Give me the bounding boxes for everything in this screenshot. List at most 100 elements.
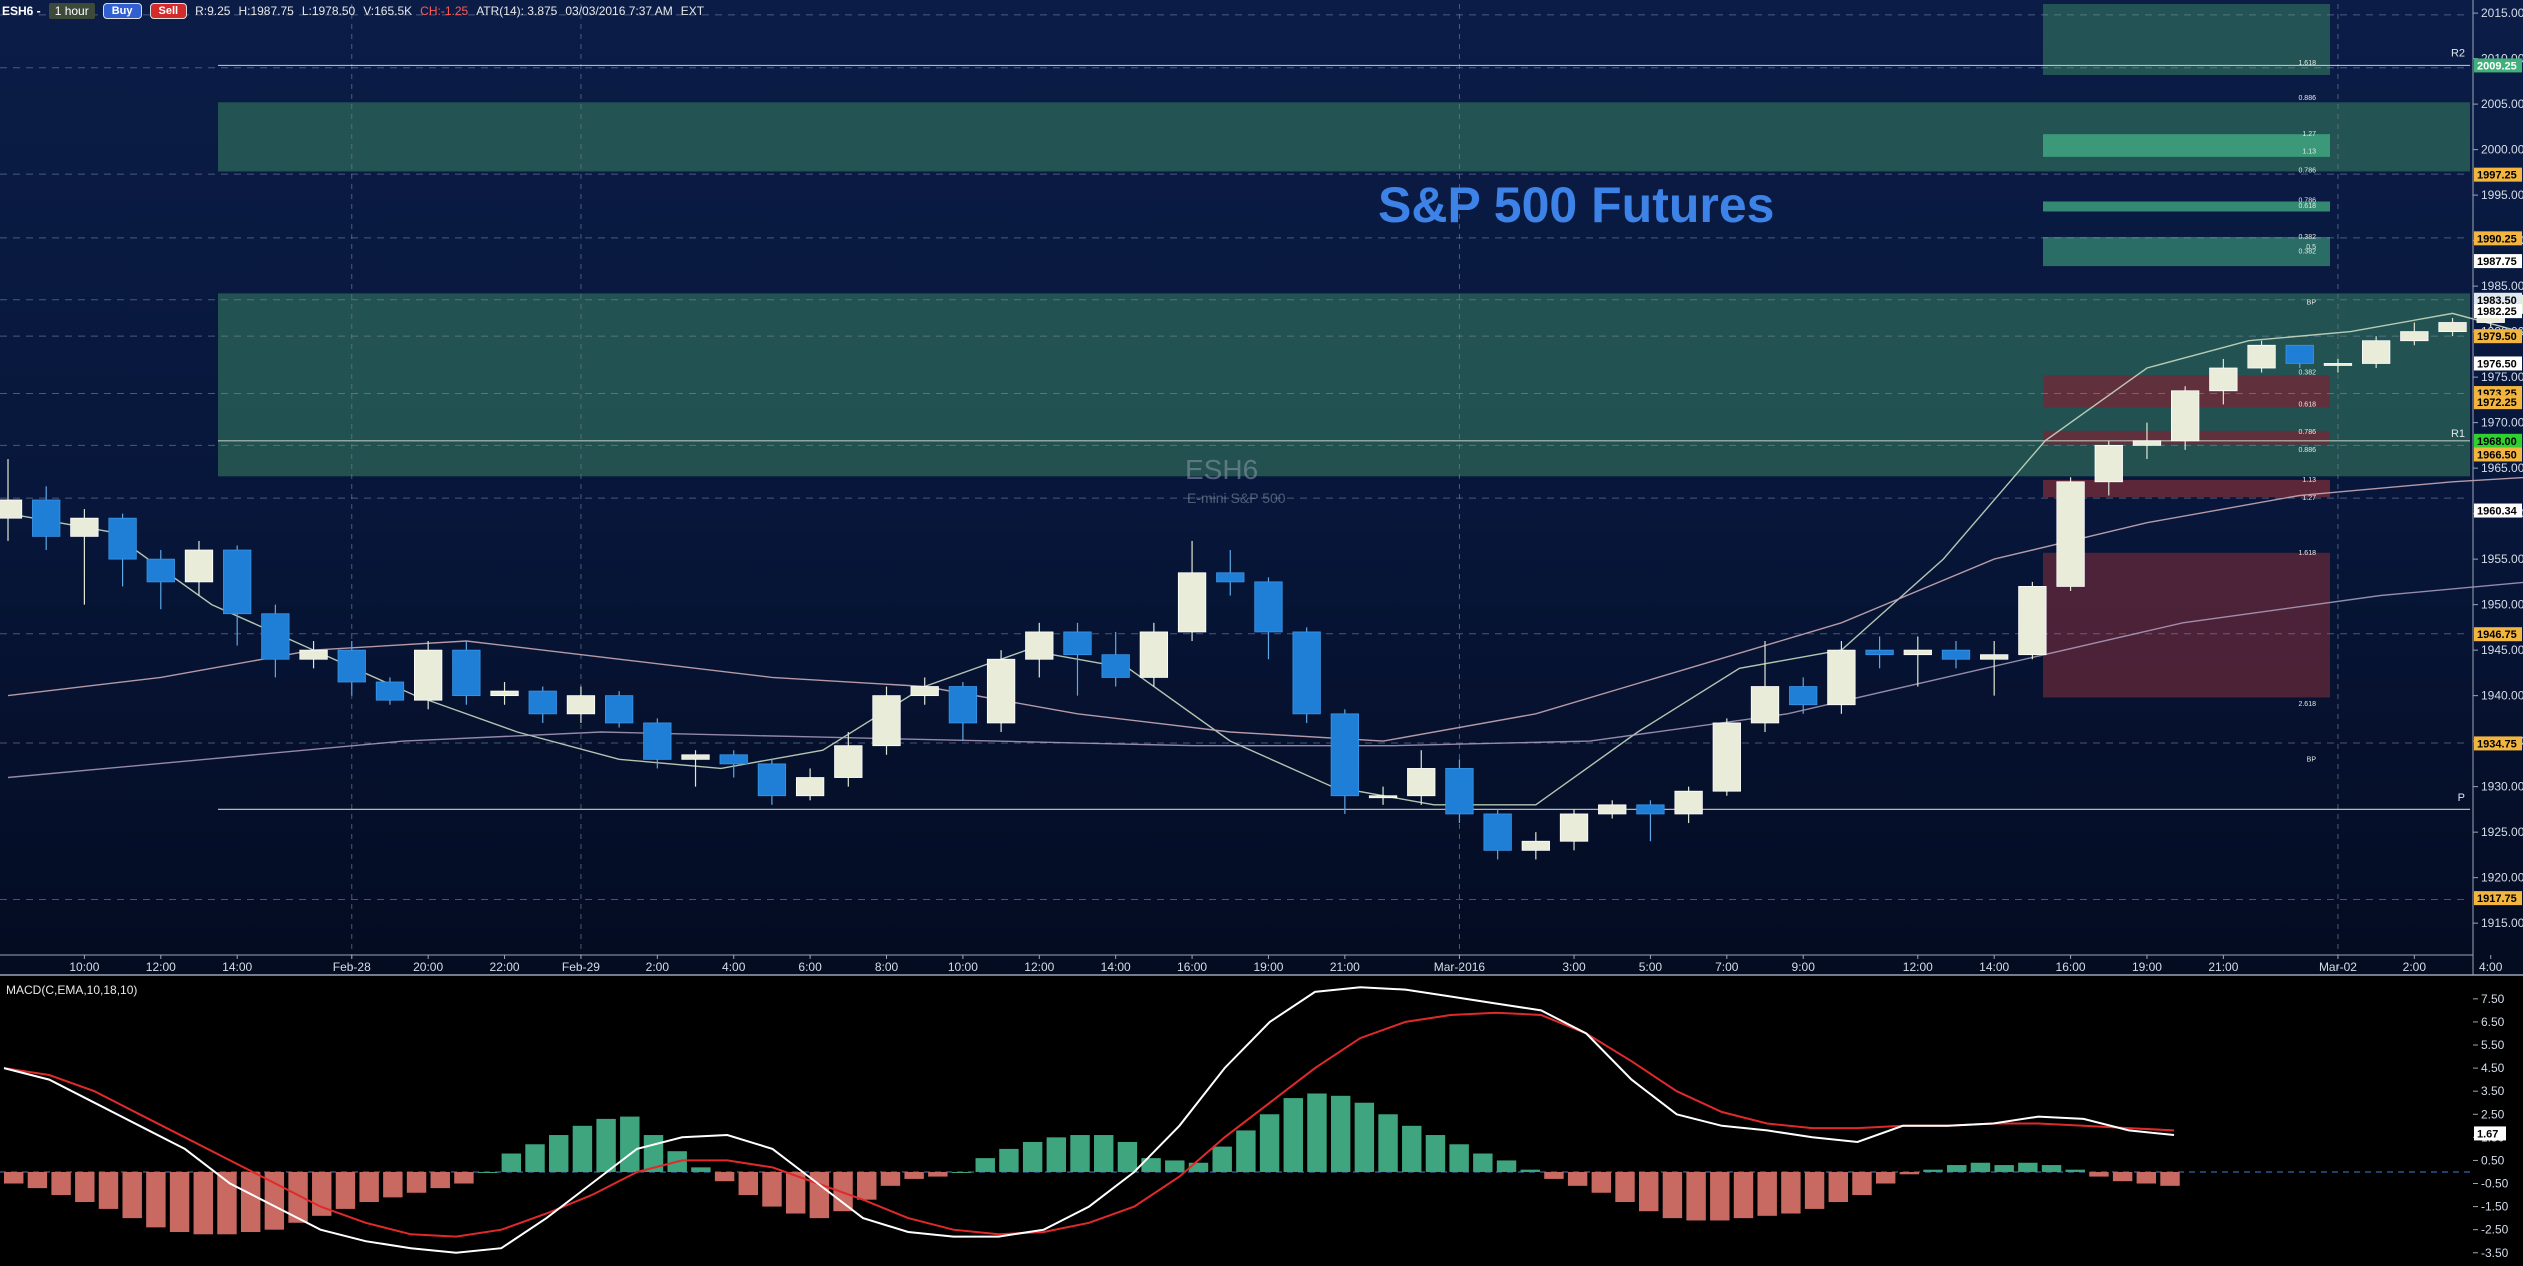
candle [1903, 636, 1932, 687]
candle [1407, 750, 1436, 805]
price-tick-label: 1975.00 [2481, 370, 2523, 384]
fib-label: BP [2307, 300, 2317, 307]
level-tag-bg [2474, 356, 2522, 371]
level-tag-bg [2474, 395, 2522, 410]
macd-histogram-bar [1046, 1137, 1067, 1172]
fib-label: 0.886 [2298, 447, 2316, 454]
macd-histogram-bar [762, 1171, 782, 1207]
macd-histogram-bar [477, 1171, 498, 1173]
macd-histogram-bar [1567, 1171, 1588, 1186]
zone-target-2 [2043, 134, 2330, 157]
candle [1139, 622, 1169, 687]
macd-histogram-bar [383, 1171, 403, 1198]
time-tick-label: 12:00 [1903, 960, 1933, 974]
zone-target-1 [2043, 4, 2330, 75]
fib-label: 0.5 [2306, 244, 2316, 251]
candle-body [1941, 649, 1971, 660]
timeframe-selector[interactable]: 1 hour [48, 3, 95, 19]
macd-histogram-bar [2065, 1169, 2085, 1172]
level-tag: 1982.25 [2474, 304, 2522, 319]
candle [872, 686, 901, 755]
candle [2056, 477, 2085, 591]
level-tag: 1917.75 [2474, 891, 2522, 906]
candle-body [414, 649, 443, 701]
macd-histogram-bar [193, 1171, 213, 1235]
macd-histogram-bar [2018, 1162, 2038, 1172]
candle-body [2094, 444, 2123, 483]
macd-histogram-bar [359, 1171, 379, 1202]
macd-tick-label: 5.50 [2481, 1038, 2505, 1052]
chart-title: S&P 500 Futures [1378, 177, 1775, 233]
level-tag: 1990.25 [2474, 231, 2522, 246]
sell-button[interactable]: Sell [149, 3, 188, 19]
candle-body [604, 695, 634, 724]
macd-histogram-bar [1994, 1165, 2014, 1172]
candle-body [1254, 581, 1283, 633]
macd-histogram-bar [1496, 1160, 1517, 1172]
macd-histogram-bar [1757, 1171, 1777, 1216]
macd-value-label: 1.67 [2477, 1128, 2498, 1140]
macd-histogram-bar [1094, 1135, 1114, 1172]
fib-label: 1.27 [2302, 131, 2316, 138]
candle [146, 550, 175, 610]
macd-histogram-bar [240, 1171, 261, 1232]
fib-label: 1.13 [2302, 477, 2316, 484]
candle-body [223, 549, 252, 615]
time-tick-label: 3:00 [1562, 960, 1586, 974]
fib-label: 1.13 [2302, 149, 2316, 156]
zone-risk-4 [2043, 552, 2330, 698]
candle-body [1521, 840, 1550, 851]
candle [681, 750, 710, 787]
macd-line [3, 986, 2175, 1254]
candle [2132, 422, 2162, 460]
macd-histogram-bar [1425, 1135, 1446, 1172]
macd-histogram-bar [525, 1144, 545, 1172]
level-tag-bg [2474, 292, 2522, 307]
buy-button[interactable]: Buy [102, 3, 142, 19]
macd-histogram-bar [335, 1171, 356, 1209]
candle [223, 545, 252, 646]
candle-body [1598, 804, 1627, 815]
candle [1330, 709, 1360, 814]
candle-body [2018, 586, 2047, 656]
macd-histogram-bar [596, 1118, 616, 1172]
fib-label: 1.618 [2298, 60, 2316, 67]
candle-body [719, 754, 748, 765]
time-tick-label: 14:00 [1979, 960, 2009, 974]
candle [1483, 809, 1512, 860]
zone-risk-3 [2043, 479, 2330, 498]
level-tag: 1968.00 [2474, 433, 2522, 448]
range-readout: R:9.25 [195, 4, 231, 18]
macd-histogram-bar [1639, 1171, 1659, 1212]
fib-label: 0.382 [2298, 234, 2316, 241]
macd-histogram-bar [2136, 1171, 2157, 1184]
candle-body [566, 695, 596, 715]
candle-body [1025, 631, 1054, 660]
candle-body [757, 763, 787, 797]
macd-histogram-bar [1236, 1130, 1256, 1172]
level-tag: 1966.50 [2474, 447, 2522, 462]
macd-tick-label: 0.50 [2481, 1153, 2505, 1167]
macd-histogram-bar [738, 1171, 758, 1196]
fib-label: 0.618 [2298, 402, 2316, 409]
datetime-readout: 03/03/2016 7:37 AM [565, 4, 673, 18]
macd-histogram-bar [1781, 1171, 1801, 1214]
macd-histogram-bar [1970, 1162, 1991, 1172]
time-tick-label: 4:00 [2479, 960, 2503, 974]
macd-histogram-bar [1473, 1153, 1493, 1172]
candle-body [0, 499, 23, 519]
time-tick-label: 5:00 [1639, 960, 1663, 974]
atr-readout: ATR(14): 3.875 [476, 4, 558, 18]
macd-histogram-bar [2041, 1165, 2062, 1172]
macd-histogram-bar [1330, 1095, 1351, 1172]
level-tag-bg [2474, 447, 2522, 462]
macd-histogram-bar [857, 1171, 877, 1200]
time-tick-label: 16:00 [2056, 960, 2086, 974]
macd-histogram-bar [1828, 1171, 1848, 1202]
level-tag-label: 1966.50 [2477, 449, 2517, 461]
level-tag: 1946.75 [2474, 627, 2522, 642]
candle-body [1483, 813, 1512, 851]
price-tick-label: 2005.00 [2481, 97, 2523, 111]
candle-body [337, 649, 366, 683]
